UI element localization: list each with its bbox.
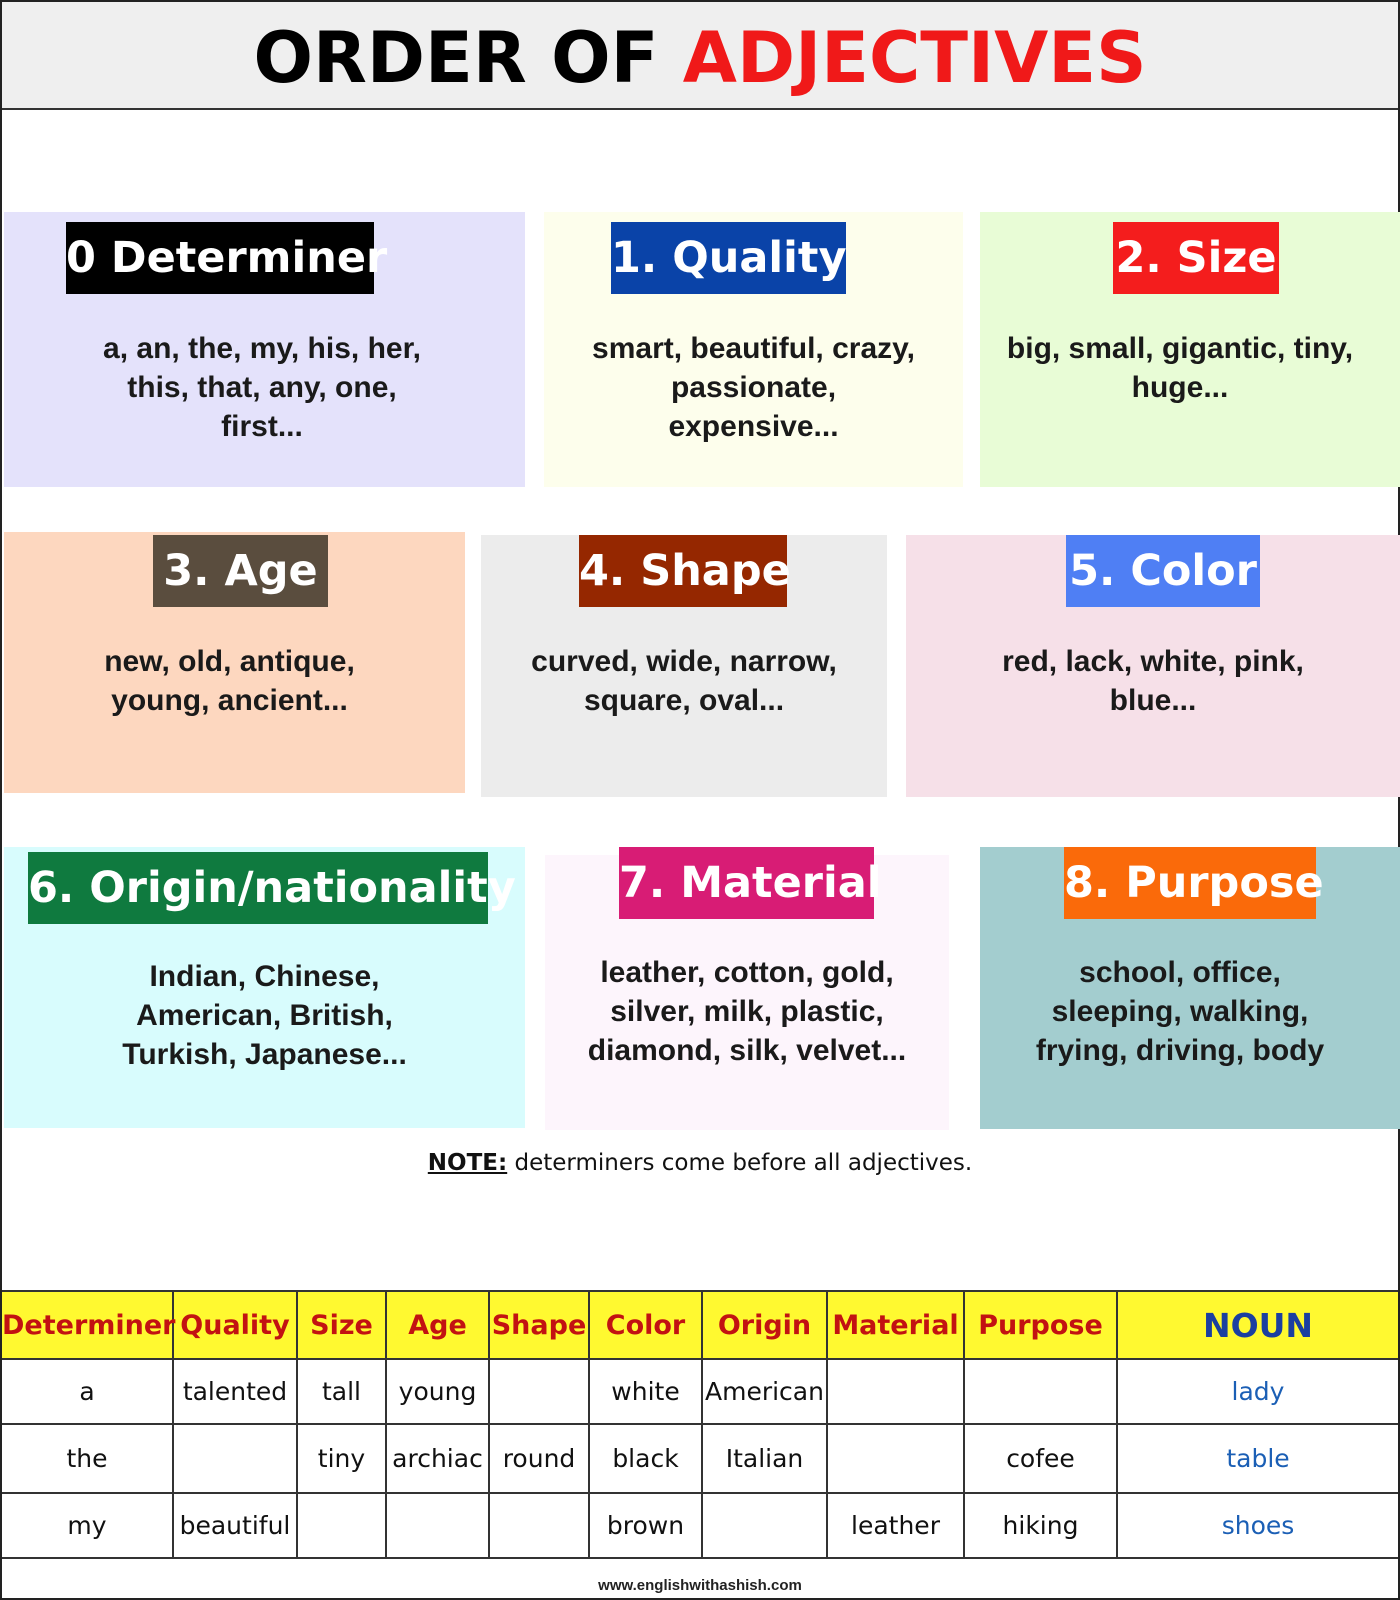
card-words-origin: Indian, Chinese, American, British, Turk…	[122, 960, 407, 1071]
card-badge-color: 5. Color	[1066, 535, 1260, 607]
col-header: Age	[386, 1290, 490, 1360]
table-cell	[827, 1359, 965, 1425]
card-badge-material: 7. Material	[619, 847, 881, 919]
card-purpose: 8. Purpose school, office, sleeping, wal…	[980, 847, 1400, 1129]
title-banner: ORDER OF ADJECTIVES	[2, 2, 1398, 110]
table-cell: leather	[827, 1493, 965, 1559]
table-cell	[702, 1493, 828, 1559]
table-cell: white	[589, 1359, 703, 1425]
note-label: NOTE:	[427, 1150, 508, 1176]
table-cell	[386, 1493, 490, 1559]
table-cell	[297, 1493, 387, 1559]
card-words-purpose: school, office, sleeping, walking, fryin…	[1035, 956, 1325, 1067]
table-cell: my	[2, 1493, 174, 1559]
card-badge-age: 3. Age	[153, 535, 328, 607]
table-cell	[489, 1359, 590, 1425]
table-cell-noun: lady	[1117, 1359, 1398, 1425]
footer-website: www.englishwithashish.com	[598, 1577, 802, 1594]
card-age: 3. Age new, old, antique, young, ancient…	[4, 532, 465, 793]
table-cell	[489, 1493, 590, 1559]
card-words-quality: smart, beautiful, crazy, passionate, exp…	[592, 332, 915, 443]
table-row: the tiny archiac round black Italian cof…	[2, 1424, 1398, 1494]
col-header: Material	[827, 1290, 965, 1360]
card-material: 7. Material leather, cotton, gold, silve…	[545, 847, 949, 1130]
examples-table: Determiner Quality Size Age Shape Color …	[2, 1290, 1398, 1559]
card-origin: 6. Origin/nationality Indian, Chinese, A…	[4, 847, 525, 1128]
card-badge-purpose: 8. Purpose	[1064, 847, 1324, 919]
table-cell: tiny	[297, 1424, 387, 1494]
card-badge-shape: 4. Shape	[579, 535, 791, 607]
card-color: 5. Color red, lack, white, pink, blue...	[906, 535, 1400, 797]
card-words-age: new, old, antique, young, ancient...	[104, 645, 355, 717]
card-words-determiner: a, an, the, my, his, her, this, that, an…	[103, 332, 421, 443]
card-badge-size: 2. Size	[1113, 222, 1279, 294]
title-part-1: ORDER OF	[253, 17, 659, 99]
table-cell: American	[702, 1359, 828, 1425]
page-title: ORDER OF ADJECTIVES	[2, 2, 1398, 114]
note: NOTE: determiners come before all adject…	[0, 1150, 1400, 1176]
col-header: Origin	[702, 1290, 828, 1360]
col-header: Shape	[489, 1290, 590, 1360]
col-header-noun: NOUN	[1117, 1290, 1398, 1360]
table-cell: black	[589, 1424, 703, 1494]
table-row: my beautiful brown leather hiking shoes	[2, 1493, 1398, 1559]
note-text: determiners come before all adjectives.	[507, 1150, 973, 1176]
card-badge-quality: 1. Quality	[611, 222, 846, 294]
card-words-shape: curved, wide, narrow, square, oval...	[531, 645, 837, 717]
table-cell	[964, 1359, 1118, 1425]
table-cell: talented	[173, 1359, 298, 1425]
card-shape: 4. Shape curved, wide, narrow, square, o…	[481, 535, 887, 797]
card-words-size: big, small, gigantic, tiny, huge...	[1006, 332, 1354, 404]
table-cell: brown	[589, 1493, 703, 1559]
card-words-material: leather, cotton, gold, silver, milk, pla…	[587, 956, 907, 1067]
table-cell	[827, 1424, 965, 1494]
col-header: Purpose	[964, 1290, 1118, 1360]
table-cell: round	[489, 1424, 590, 1494]
card-badge-origin: 6. Origin/nationality	[28, 852, 516, 924]
table-cell: young	[386, 1359, 490, 1425]
table-cell-noun: table	[1117, 1424, 1398, 1494]
card-words-color: red, lack, white, pink, blue...	[1002, 645, 1304, 717]
card-quality: 1. Quality smart, beautiful, crazy, pass…	[544, 212, 963, 487]
table-cell: hiking	[964, 1493, 1118, 1559]
table-cell: Italian	[702, 1424, 828, 1494]
col-header: Determiner	[2, 1290, 176, 1360]
col-header: Size	[297, 1290, 387, 1360]
col-header: Color	[589, 1290, 703, 1360]
table-cell: tall	[297, 1359, 387, 1425]
table-row: a talented tall young white American lad…	[2, 1359, 1398, 1425]
table-cell: beautiful	[173, 1493, 298, 1559]
table-cell-noun: shoes	[1117, 1493, 1398, 1559]
table-header-row: Determiner Quality Size Age Shape Color …	[2, 1290, 1398, 1360]
table-cell	[173, 1424, 298, 1494]
table-cell: the	[2, 1424, 174, 1494]
table-cell: cofee	[964, 1424, 1118, 1494]
card-badge-determiner: 0 Determiner	[66, 222, 387, 294]
table-cell: a	[2, 1359, 174, 1425]
col-header: Quality	[173, 1290, 298, 1360]
table-cell: archiac	[386, 1424, 490, 1494]
title-part-2: ADJECTIVES	[682, 17, 1147, 99]
card-determiner: 0 Determiner a, an, the, my, his, her, t…	[4, 212, 525, 487]
card-size: 2. Size big, small, gigantic, tiny, huge…	[980, 212, 1400, 487]
